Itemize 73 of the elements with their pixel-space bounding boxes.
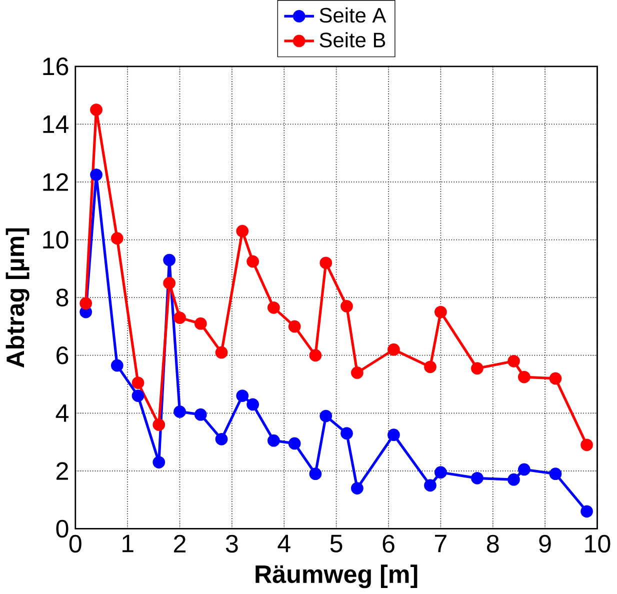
point bbox=[215, 346, 228, 359]
y-tick-label: 8 bbox=[56, 288, 68, 306]
point bbox=[268, 302, 280, 314]
point bbox=[340, 300, 353, 312]
x-tick-label: 3 bbox=[226, 534, 238, 553]
point bbox=[424, 479, 436, 492]
y-tick-label: 2 bbox=[56, 462, 68, 480]
point bbox=[110, 359, 124, 372]
point bbox=[580, 505, 593, 518]
point bbox=[288, 437, 301, 450]
x-tick-label: 9 bbox=[539, 534, 551, 553]
x-tick-label: 2 bbox=[174, 534, 186, 552]
y-tick-label: 12 bbox=[43, 173, 68, 191]
point bbox=[236, 224, 249, 238]
point bbox=[152, 456, 166, 468]
point bbox=[424, 360, 436, 374]
point bbox=[246, 255, 260, 268]
point bbox=[90, 104, 102, 116]
y-tick-label: 0 bbox=[56, 520, 68, 538]
point bbox=[288, 320, 301, 333]
point bbox=[320, 410, 332, 422]
y-tick-label: 10 bbox=[43, 230, 68, 249]
point bbox=[174, 406, 186, 418]
point bbox=[508, 473, 520, 486]
x-axis-title: Räumweg [m] bbox=[256, 564, 418, 588]
point bbox=[152, 418, 166, 431]
x-tick-label: 8 bbox=[486, 534, 499, 553]
point bbox=[471, 362, 484, 375]
x-tick-label: 0 bbox=[69, 534, 82, 553]
point bbox=[518, 463, 530, 476]
y-tick-label: 16 bbox=[43, 58, 68, 76]
y-axis-title: Abtrag [µm] bbox=[6, 228, 30, 368]
y-tick-label: 14 bbox=[43, 116, 68, 133]
point bbox=[309, 468, 322, 480]
x-tick-label: 1 bbox=[122, 534, 134, 552]
point bbox=[580, 438, 593, 452]
point bbox=[388, 428, 400, 442]
point bbox=[174, 312, 186, 324]
point bbox=[350, 366, 364, 379]
y-tick-label: 6 bbox=[56, 346, 68, 364]
point bbox=[80, 297, 92, 310]
point bbox=[471, 472, 484, 484]
point bbox=[110, 232, 124, 245]
point bbox=[163, 276, 176, 290]
point bbox=[194, 317, 207, 330]
x-tick-label: 5 bbox=[330, 534, 342, 552]
point bbox=[388, 343, 400, 356]
point bbox=[309, 349, 322, 362]
point bbox=[549, 372, 562, 385]
point bbox=[434, 466, 447, 479]
point bbox=[350, 482, 364, 494]
x-tick-label: 7 bbox=[434, 534, 446, 552]
point bbox=[320, 256, 332, 270]
point bbox=[90, 168, 102, 181]
point bbox=[268, 434, 280, 447]
x-tick-label: 4 bbox=[278, 534, 290, 552]
point bbox=[132, 390, 144, 402]
point bbox=[508, 354, 520, 368]
point bbox=[434, 306, 447, 318]
point bbox=[163, 254, 176, 266]
point bbox=[246, 398, 260, 411]
y-tick-label: 4 bbox=[56, 404, 69, 422]
point bbox=[518, 370, 530, 384]
point bbox=[132, 376, 144, 390]
x-tick-label: 10 bbox=[585, 534, 610, 553]
point bbox=[236, 390, 249, 402]
x-tick-label: 6 bbox=[382, 534, 394, 553]
point bbox=[549, 468, 562, 480]
legend-label: Seite B bbox=[320, 32, 386, 48]
point bbox=[340, 427, 353, 440]
point bbox=[215, 432, 228, 446]
point bbox=[194, 408, 207, 421]
legend-label: Seite A bbox=[320, 7, 386, 23]
